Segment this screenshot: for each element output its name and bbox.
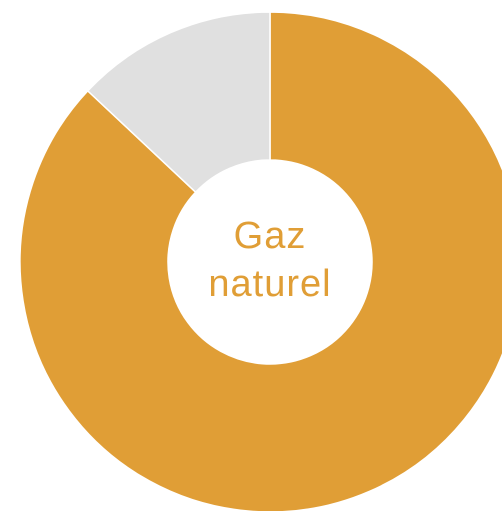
- donut-slice: [19, 11, 502, 511]
- center-label: Gaz naturel: [208, 215, 332, 305]
- donut-slice: [86, 11, 271, 194]
